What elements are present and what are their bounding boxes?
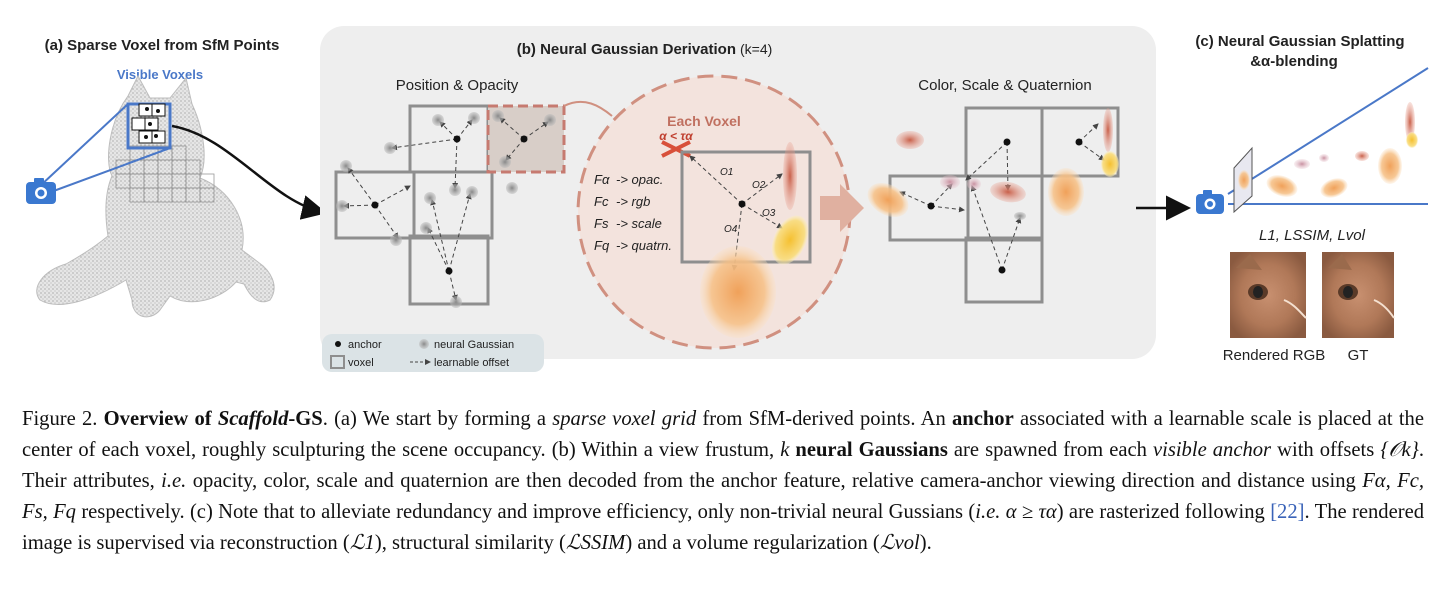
voxel-grid <box>115 145 215 203</box>
caption-math-k: k <box>780 439 790 461</box>
caption-text-1: . (a) We start by forming a <box>322 408 546 430</box>
neural-gaussians-right <box>867 108 1119 220</box>
legend: anchor neural Gaussian voxel learnable o… <box>322 334 544 372</box>
caption-text-9: respectively. (c) Note that to alleviate… <box>81 501 976 523</box>
panel-b: (b) Neural Gaussian Derivation (k=4) Pos… <box>320 26 1191 372</box>
panel-b-title: (b) Neural Gaussian Derivation <box>517 41 736 58</box>
offsets-zoom <box>689 155 783 271</box>
svg-text:-> opac.: -> opac. <box>616 172 663 187</box>
svg-text:Fs: Fs <box>594 216 609 231</box>
panel-b-title-k: (k=4) <box>740 41 772 57</box>
camera-icon-c <box>1196 190 1224 214</box>
feature-mapping: Fα -> opac. Fc -> rgb Fs -> scale Fq -> … <box>594 172 672 253</box>
rendered-rgb-label: Rendered RGB <box>1223 347 1326 364</box>
caption-math-lvol: ℒvol <box>879 532 920 554</box>
caption-bold-title-italic: Scaffold <box>217 408 289 430</box>
figure-caption: Figure 2. Overview of Scaffold-GS. (a) W… <box>22 404 1424 559</box>
rendered-rgb-image <box>1230 252 1307 338</box>
cat-point-cloud <box>36 74 275 318</box>
neural-gaussians-left <box>336 110 556 308</box>
offset-o1: O1 <box>720 167 733 178</box>
anchors-right <box>927 138 1083 274</box>
gaussian-zoom-yellow <box>771 215 809 265</box>
caption-text-5: are spawned from each <box>953 439 1147 461</box>
caption-citation[interactable]: [22] <box>1270 501 1305 523</box>
gt-image <box>1322 252 1395 338</box>
caption-italic-ie-1: i.e. <box>161 470 187 492</box>
panel-a: (a) Sparse Voxel from SfM Points Visible… <box>26 37 327 318</box>
legend-neural-gaussian: neural Gaussian <box>434 339 514 351</box>
caption-figure-number: Figure 2. <box>22 408 98 430</box>
svg-text:-> rgb: -> rgb <box>616 194 650 209</box>
panel-a-title: (a) Sparse Voxel from SfM Points <box>45 37 280 54</box>
caption-bold-anchor: anchor <box>951 408 1014 430</box>
caption-text-11: . The rendered image is supervised via r… <box>22 501 1425 554</box>
svg-text:-> quatrn.: -> quatrn. <box>616 238 672 253</box>
anchor-zoom <box>738 200 746 208</box>
caption-math-offsets: {𝒪k} <box>1380 439 1419 461</box>
legend-anchor: anchor <box>348 339 382 351</box>
arrow-a-to-b <box>171 124 327 220</box>
gaussian-splats <box>1266 102 1418 198</box>
caption-text-2: from SfM-derived points. An <box>702 408 946 430</box>
frustum-top <box>1227 67 1429 195</box>
caption-text-14: ). <box>919 532 932 554</box>
caption-text-12: ), structural similarity ( <box>374 532 566 554</box>
zoom-connector <box>563 100 613 117</box>
panel-c-title-line2: &α-blending <box>1250 53 1338 70</box>
caption-math-lssim: ℒSSIM <box>565 532 626 554</box>
big-arrow-icon <box>820 184 864 232</box>
legend-learnable-offset: learnable offset <box>434 357 509 369</box>
caption-text-3: associated with a learnable scale is pla… <box>22 408 1424 461</box>
offset-o4: O4 <box>724 224 738 235</box>
svg-text:Fα: Fα <box>594 172 610 187</box>
gt-label: GT <box>1348 347 1369 364</box>
figure-overview: (a) Sparse Voxel from SfM Points Visible… <box>26 26 1429 372</box>
gaussian-zoom-orange <box>700 246 776 338</box>
visible-voxels-label: Visible Voxels <box>117 67 203 82</box>
caption-text-7: . Their attributes, <box>22 439 1425 492</box>
caption-italic-ie-2: i.e. <box>975 501 1001 523</box>
position-opacity-label: Position & Opacity <box>396 77 519 94</box>
svg-text:Fc: Fc <box>594 194 609 209</box>
svg-text:Fq: Fq <box>594 238 610 253</box>
alpha-threshold-label: α < τα <box>659 129 693 143</box>
caption-math-l1: ℒ1 <box>349 532 375 554</box>
color-scale-quaternion-label: Color, Scale & Quaternion <box>918 77 1091 94</box>
panel-c: (c) Neural Gaussian Splatting &α-blendin… <box>1195 33 1429 364</box>
each-voxel-label: Each Voxel <box>667 113 741 129</box>
gaussian-zoom-red <box>783 142 797 210</box>
legend-voxel: voxel <box>348 357 374 369</box>
caption-bold-title: Overview of <box>103 408 212 430</box>
camera-icon <box>26 178 56 204</box>
offset-o3: O3 <box>762 208 776 219</box>
caption-text-13: ) and a volume regularization ( <box>625 532 880 554</box>
caption-text-10: ) are rasterized following <box>1056 501 1265 523</box>
caption-text-8: opacity, color, scale and quaternion are… <box>192 470 1356 492</box>
caption-bold-title-end: -GS <box>288 408 323 430</box>
panel-c-title-line1: (c) Neural Gaussian Splatting <box>1195 33 1404 50</box>
caption-math-condition: α ≥ τα <box>1005 501 1057 523</box>
caption-italic-1: sparse voxel grid <box>552 408 697 430</box>
offset-o2: O2 <box>752 180 766 191</box>
caption-math-functions: Fα, Fc, Fs, Fq <box>22 470 1424 523</box>
svg-text:-> scale: -> scale <box>616 216 662 231</box>
caption-bold-neural-gaussians: neural Gaussians <box>795 439 948 461</box>
caption-text-6: with offsets <box>1277 439 1375 461</box>
caption-italic-visible-anchor: visible anchor <box>1152 439 1272 461</box>
losses-label: L1, LSSIM, Lvol <box>1259 227 1366 244</box>
pruned-cross-icon <box>661 140 691 158</box>
anchors-left <box>371 135 528 275</box>
offsets-right <box>899 123 1105 271</box>
offsets-left <box>343 117 549 301</box>
